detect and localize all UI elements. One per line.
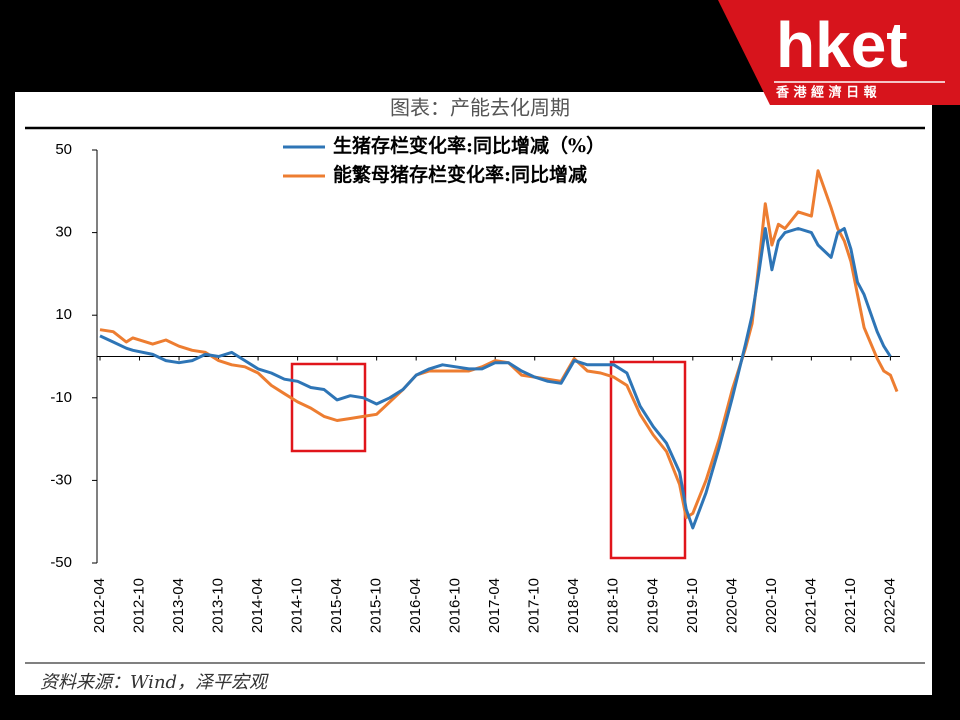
- x-tick-label: 2015-10: [368, 578, 385, 633]
- x-tick-label: 2013-10: [210, 578, 227, 633]
- x-tick-label: 2021-04: [802, 578, 819, 633]
- x-tick-label: 2019-10: [684, 578, 701, 633]
- x-tick-label: 2020-04: [723, 578, 740, 633]
- x-tick-label: 2012-10: [130, 578, 147, 633]
- x-tick-label: 2018-10: [605, 578, 622, 633]
- x-tick-label: 2017-10: [526, 578, 543, 633]
- source: 资料来源：Wind，泽平宏观: [40, 672, 269, 693]
- x-tick-label: 2014-10: [289, 578, 306, 633]
- plot: -50 -30 -10 10 30 50 2012-04 2012-10 2013-04 2013…: [50, 134, 900, 633]
- series-line: [99, 227, 892, 530]
- logo-subtitle: 香 港 經 濟 日 報: [775, 85, 878, 101]
- y-tick-label: 30: [55, 224, 72, 241]
- series-line: [99, 169, 899, 520]
- x-tick-label: 2016-04: [407, 578, 424, 633]
- legend-label: 生猪存栏变化率:同比增减（%）: [333, 134, 605, 157]
- chart-title: 图表：产能去化周期: [390, 96, 570, 120]
- x-tick-label: 2013-04: [170, 578, 187, 633]
- highlight-box: [290, 362, 367, 453]
- x-tick-label: 2015-04: [328, 578, 345, 633]
- x-tick-label: 2019-04: [644, 578, 661, 633]
- y-tick-label: -30: [50, 471, 72, 488]
- x-tick-label: 2021-10: [842, 578, 859, 633]
- x-tick-label: 2018-04: [565, 578, 582, 633]
- y-tick-label: 10: [55, 306, 72, 323]
- y-tick-label: -10: [50, 389, 72, 406]
- x-tick-label: 2017-04: [486, 578, 503, 633]
- x-tick-label: 2016-10: [447, 578, 464, 633]
- panel: [15, 92, 932, 695]
- logo-bg: [718, 0, 960, 105]
- highlight-box: [609, 360, 687, 560]
- x-tick-label: 2020-10: [763, 578, 780, 633]
- legend-label: 能繁母猪存栏变化率:同比增减: [333, 163, 587, 186]
- x-tick-label: 2014-04: [249, 578, 266, 633]
- y-tick-label: -50: [50, 554, 72, 571]
- x-tick-label: 2022-04: [881, 578, 898, 633]
- x-tick-label: 2012-04: [91, 578, 108, 633]
- y-tick-label: 50: [55, 141, 72, 158]
- logo-brand: hket: [776, 9, 908, 81]
